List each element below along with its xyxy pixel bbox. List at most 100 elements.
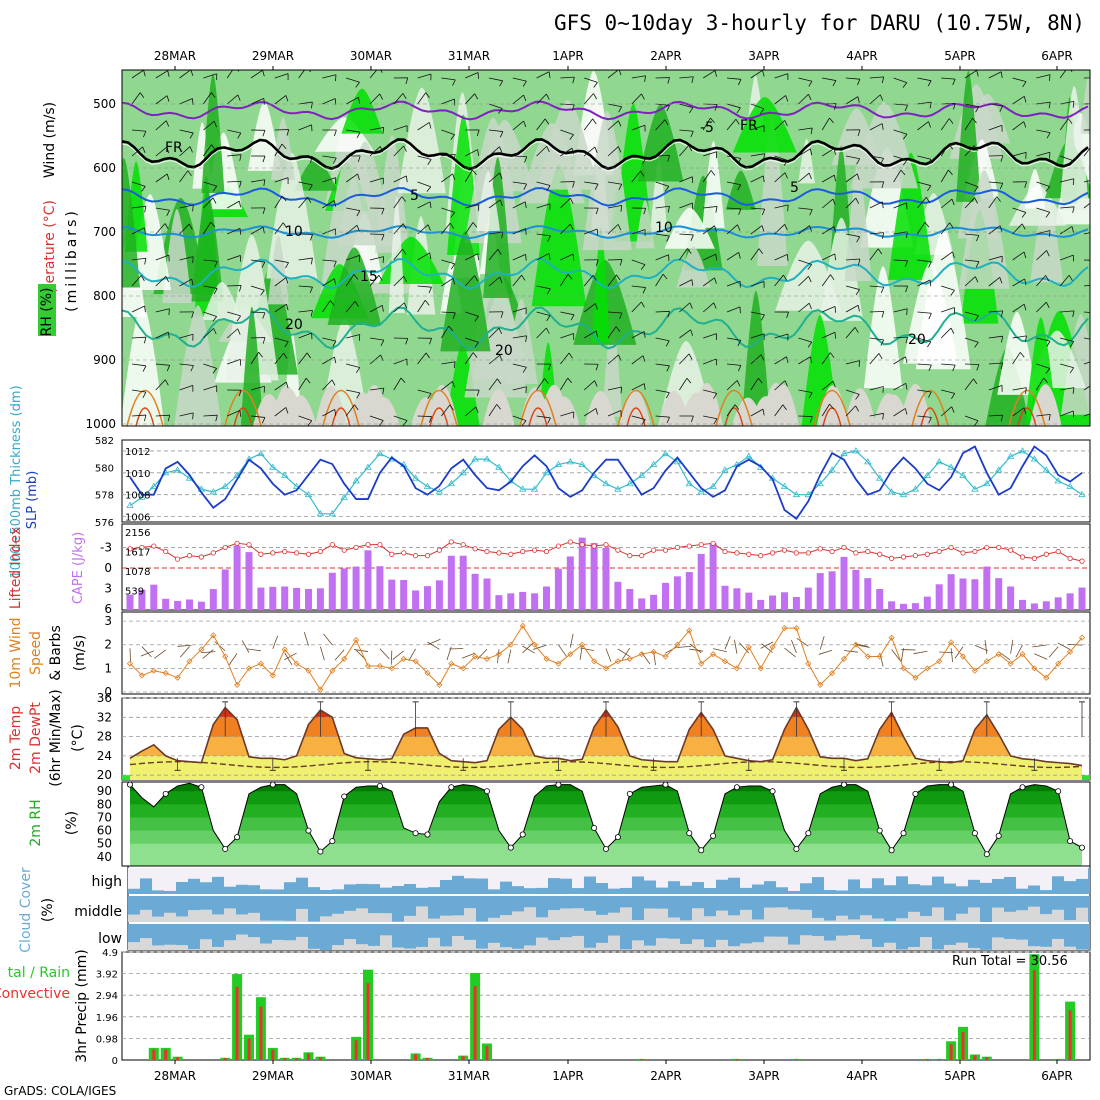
li-marker [650, 547, 657, 553]
cloud-cell [836, 935, 848, 950]
rh-marker [507, 844, 514, 851]
cloud-cell [620, 949, 632, 950]
wind-barb [798, 389, 813, 394]
wind-barb [250, 259, 265, 263]
rh-marker [412, 830, 419, 837]
isotherm-15 [122, 257, 1089, 290]
wind-barb-flag [810, 127, 813, 135]
cloud-cell [968, 868, 980, 880]
li-marker [639, 553, 645, 559]
li-marker [401, 550, 407, 556]
wind-barb [845, 258, 860, 261]
isotherm-30 [429, 407, 449, 426]
cape-bar [150, 584, 158, 610]
wind-barb-flag [808, 276, 812, 283]
wind-barb [227, 180, 242, 183]
cloud-cell [740, 909, 752, 922]
cape-bar [209, 589, 217, 610]
cloud-cell [884, 920, 896, 922]
rh-marker [603, 845, 610, 852]
wind-barb-flag [1023, 304, 1027, 311]
cape-bar [959, 578, 967, 610]
wind10-barb [202, 649, 214, 659]
li-marker [389, 551, 395, 557]
wind-barb [1036, 363, 1050, 369]
wind-barb-flag [1048, 102, 1051, 109]
wind-barb-flag [593, 82, 598, 88]
wind-barb-flag [474, 341, 479, 348]
wind-barb [298, 70, 306, 79]
cape-bar [340, 568, 348, 610]
cloud-cell [368, 945, 380, 950]
wind-barb-flag [429, 338, 432, 345]
wind-barb [988, 103, 1003, 107]
wind-barb-flag [213, 288, 218, 295]
cloud-cell [620, 868, 632, 888]
wind-barb [655, 273, 664, 287]
wind-barb [560, 197, 571, 209]
wind-barb [465, 337, 479, 343]
wind-barb-flag [952, 364, 956, 372]
cape-bar [721, 585, 729, 610]
wind-barb [250, 179, 265, 183]
thickness-marker [1066, 482, 1074, 489]
wind-barb-flag [544, 378, 549, 384]
cloud-cell [992, 868, 1004, 879]
rh-blob [702, 140, 725, 228]
cloud-cell [800, 935, 812, 950]
cloud-cell [968, 948, 980, 950]
temp-unit: (°C) [70, 724, 86, 752]
wind-barb [583, 274, 594, 287]
wind-barb-flag [759, 108, 765, 114]
wind-barb [1059, 70, 1067, 79]
wind-barb [774, 155, 788, 161]
wind-barb-flag [689, 302, 693, 309]
cloud-cell [476, 948, 488, 950]
rh-tick: 80 [97, 797, 112, 811]
wind-barb-flag [499, 80, 504, 87]
wind-barb-flag [928, 261, 932, 268]
wind-barb [227, 358, 241, 365]
thickness-label: 1000~500mb Thickness (dm) [9, 385, 24, 578]
wind-barb-flag [665, 340, 670, 347]
cloud-cell [608, 868, 620, 889]
wind-barb-flag [1000, 155, 1004, 162]
wind-barb [774, 333, 789, 339]
cloud-cell [188, 868, 200, 879]
cloud-cell [1040, 914, 1052, 922]
wind-barb [917, 311, 932, 314]
wind-barb-flag [834, 253, 837, 261]
wind-barb-flag [688, 145, 693, 152]
wind-barb [679, 248, 688, 261]
wind-barb-flag [238, 390, 242, 397]
wind-barb-flag [761, 208, 766, 216]
wind-barb-flag [714, 104, 718, 111]
wind-barb-flag [950, 290, 955, 296]
cloud-cell [200, 868, 212, 883]
cloud-cell [452, 868, 464, 876]
wind-barb-flag [286, 129, 290, 136]
li-marker [865, 548, 871, 555]
wind-barb [988, 414, 1003, 417]
cloud-cell [344, 868, 356, 885]
wind-barb [869, 337, 884, 341]
rh-blob [253, 393, 286, 426]
rh-marker [376, 782, 383, 789]
li-marker [186, 553, 193, 559]
li-marker [210, 550, 216, 556]
wind10-tick: 1 [104, 661, 112, 675]
cloud-cell [956, 913, 968, 922]
wind-barb [607, 181, 622, 185]
wind-barb [322, 98, 336, 105]
wind-barb-flag [546, 327, 550, 334]
wind-barb-flag [378, 274, 383, 281]
wind-barb-flag [239, 228, 241, 235]
wind-barb [227, 410, 241, 417]
thickness-marker [637, 471, 646, 478]
wind-barb [917, 181, 932, 187]
thickness-marker [875, 474, 884, 481]
wind10-marker [995, 651, 1002, 658]
wind-barb [726, 363, 741, 366]
wind-barb-flag [808, 392, 813, 399]
wind-barb [822, 77, 837, 81]
